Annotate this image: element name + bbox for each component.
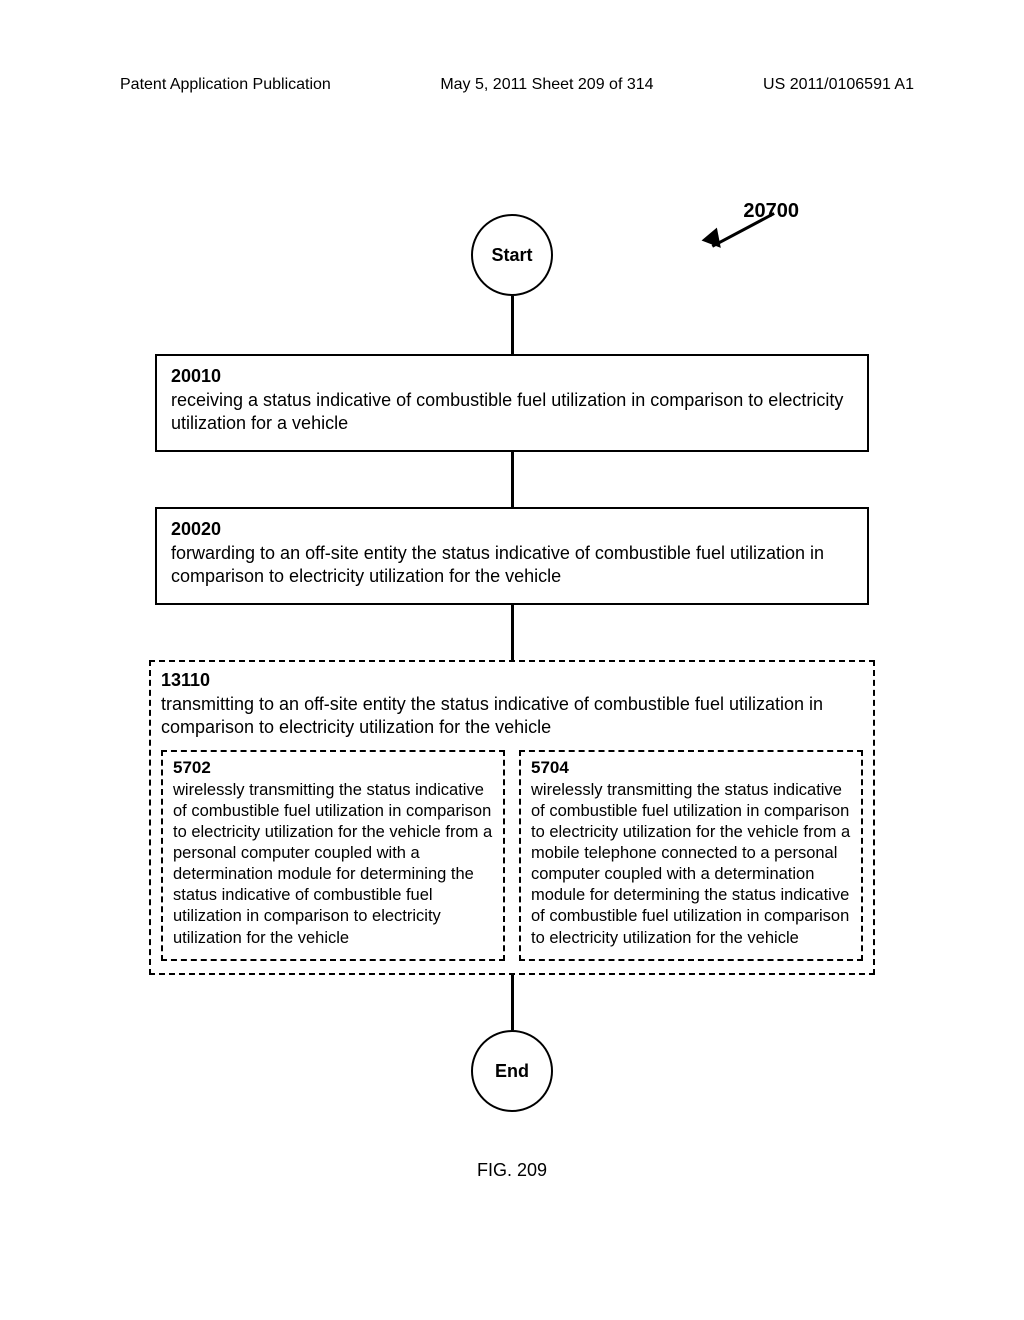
box-ref: 20020 [171,519,853,540]
optional-box-13110: 13110 transmitting to an off-site entity… [149,660,875,975]
start-label: Start [491,245,532,266]
box-text: receiving a status indicative of combust… [171,389,853,436]
connector-line [511,452,514,507]
inner-row: 5702 wirelessly transmitting the status … [161,750,863,961]
box-text: forwarding to an off-site entity the sta… [171,542,853,589]
end-label: End [495,1061,529,1082]
box-ref: 5704 [531,758,851,778]
process-box-20020: 20020 forwarding to an off-site entity t… [155,507,869,605]
box-text: wirelessly transmitting the status indic… [173,780,493,949]
box-text: transmitting to an off-site entity the s… [161,693,863,740]
figure-caption: FIG. 209 [155,1160,869,1181]
optional-box-5702: 5702 wirelessly transmitting the status … [161,750,505,961]
start-node: Start [471,214,553,296]
header-left: Patent Application Publication [120,76,331,94]
box-text: wirelessly transmitting the status indic… [531,780,851,949]
page-header: Patent Application Publication May 5, 20… [0,76,1024,94]
header-right: US 2011/0106591 A1 [763,76,914,94]
process-box-20010: 20010 receiving a status indicative of c… [155,354,869,452]
optional-box-5704: 5704 wirelessly transmitting the status … [519,750,863,961]
connector-line [511,975,514,1030]
box-ref: 20010 [171,366,853,387]
connector-line [511,296,514,354]
leader-arrowhead-icon [702,228,729,255]
connector-line [511,605,514,660]
end-node: End [471,1030,553,1112]
box-ref: 5702 [173,758,493,778]
box-ref: 13110 [161,670,863,691]
ref-number-main: 20700 [743,200,799,223]
header-center: May 5, 2011 Sheet 209 of 314 [440,76,653,94]
